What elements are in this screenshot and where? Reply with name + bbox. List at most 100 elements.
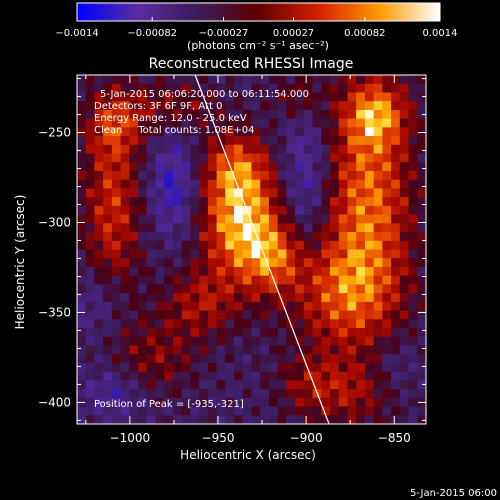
heatmap-cell	[190, 301, 200, 312]
heatmap-cell	[77, 345, 87, 355]
heatmap-cell	[181, 415, 192, 424]
heatmap-cell	[303, 188, 314, 198]
heatmap-cell	[199, 109, 209, 120]
heatmap-cell	[181, 284, 192, 294]
heatmap-cell	[286, 188, 296, 198]
heatmap-cell	[85, 415, 96, 424]
heatmap-cell	[303, 101, 314, 111]
heatmap-cell	[94, 109, 104, 120]
heatmap-cell	[268, 179, 279, 190]
heatmap-cell	[111, 188, 122, 198]
heatmap-cell	[207, 249, 218, 259]
heatmap-cell	[138, 397, 148, 408]
heatmap-cell	[268, 240, 279, 251]
heatmap-cell	[295, 389, 305, 399]
heatmap-cell	[103, 118, 113, 128]
heatmap-cell	[199, 127, 209, 137]
heatmap-cell	[129, 153, 139, 163]
heatmap-cell	[146, 336, 157, 347]
heatmap-cell	[408, 310, 418, 320]
heatmap-cell	[242, 328, 253, 338]
heatmap-cell	[373, 336, 383, 347]
heatmap-cell	[77, 275, 87, 285]
heatmap-cell	[103, 153, 113, 163]
heatmap-cell	[373, 328, 383, 338]
heatmap-cell	[111, 275, 122, 285]
heatmap-cell	[312, 153, 322, 163]
heatmap-cell	[85, 75, 96, 85]
heatmap-cell	[330, 284, 340, 294]
heatmap-cell	[146, 136, 157, 146]
heatmap-cell	[199, 153, 209, 163]
heatmap-cell	[399, 319, 410, 329]
heatmap-cell	[338, 415, 349, 424]
heatmap-cell	[338, 162, 349, 172]
heatmap-cell	[199, 197, 209, 207]
heatmap-cell	[129, 127, 139, 137]
heatmap-cell	[260, 336, 270, 347]
heatmap-cell	[164, 284, 174, 294]
heatmap-cell	[77, 118, 87, 128]
heatmap-cell	[295, 170, 305, 181]
heatmap-cell	[295, 109, 305, 120]
heatmap-cell	[94, 284, 104, 294]
heatmap-cell	[321, 75, 331, 85]
heatmap-cell	[181, 75, 192, 85]
heatmap-cell	[356, 380, 366, 390]
heatmap-cell	[94, 232, 104, 242]
heatmap-cell	[417, 319, 426, 329]
heatmap-cell	[364, 406, 375, 416]
heatmap-cell	[199, 101, 209, 111]
heatmap-cell	[103, 345, 113, 355]
heatmap-cell	[207, 223, 218, 233]
heatmap-cell	[408, 92, 418, 102]
heatmap-cell	[286, 83, 296, 94]
heatmap-cell	[199, 214, 209, 224]
heatmap-cell	[129, 345, 139, 355]
heatmap-cell	[85, 118, 96, 128]
heatmap-cell	[216, 127, 226, 137]
heatmap-cell	[164, 397, 174, 408]
heatmap-cell	[77, 127, 87, 137]
heatmap-cell	[111, 293, 122, 303]
heatmap-cell	[260, 240, 270, 251]
heatmap-cell	[155, 266, 165, 277]
heatmap-cell	[303, 223, 314, 233]
heatmap-cell	[295, 144, 305, 155]
heatmap-cell	[347, 284, 357, 294]
heatmap-cell	[356, 136, 366, 146]
heatmap-cell	[103, 170, 113, 181]
heatmap-cell	[295, 162, 305, 172]
heatmap-cell	[164, 266, 174, 277]
heatmap-cell	[408, 109, 418, 120]
heatmap-cell	[146, 83, 157, 94]
heatmap-cell	[356, 266, 366, 277]
heatmap-cell	[286, 127, 296, 137]
heatmap-cell	[391, 380, 401, 390]
heatmap-cell	[190, 293, 200, 303]
heatmap-cell	[417, 240, 426, 251]
heatmap-cell	[164, 109, 174, 120]
heatmap-cell	[303, 328, 314, 338]
heatmap-cell	[399, 415, 410, 424]
heatmap-cell	[138, 380, 148, 390]
heatmap-cell	[408, 345, 418, 355]
heatmap-cell	[268, 214, 279, 224]
heatmap-cell	[181, 223, 192, 233]
heatmap-cell	[347, 162, 357, 172]
heatmap-cell	[138, 345, 148, 355]
heatmap-cell	[129, 144, 139, 155]
heatmap-cell	[338, 345, 349, 355]
heatmap-cell	[199, 83, 209, 94]
heatmap-cell	[103, 214, 113, 224]
heatmap-cell	[338, 109, 349, 120]
heatmap-cell	[77, 109, 87, 120]
heatmap-cell	[85, 301, 96, 312]
heatmap-cell	[138, 415, 148, 424]
heatmap-cell	[338, 92, 349, 102]
heatmap-cell	[120, 101, 130, 111]
heatmap-cell	[172, 319, 183, 329]
heatmap-cell	[138, 319, 148, 329]
heatmap-cell	[399, 75, 410, 85]
